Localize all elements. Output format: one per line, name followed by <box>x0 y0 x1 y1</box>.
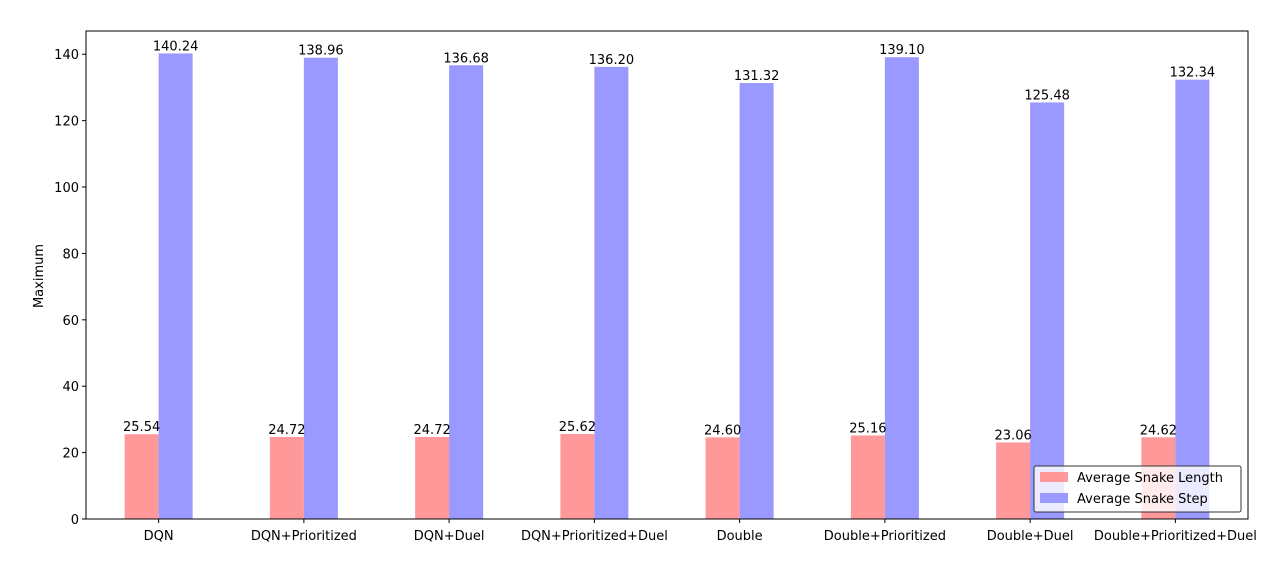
data-label-step-6: 125.48 <box>1024 88 1070 103</box>
bar-step-0 <box>159 53 193 519</box>
bar-step-2 <box>449 65 483 519</box>
bar-length-2 <box>415 437 449 519</box>
bar-length-5 <box>851 435 885 519</box>
y-tick-label: 60 <box>62 314 79 329</box>
bar-step-3 <box>594 67 628 519</box>
y-tick-label: 80 <box>62 247 79 262</box>
bar-length-4 <box>706 437 740 519</box>
x-tick-label: DQN+Duel <box>414 529 485 544</box>
x-tick-label: Double <box>717 529 763 544</box>
data-label-length-2: 24.72 <box>414 423 451 438</box>
y-tick-label: 140 <box>54 48 79 63</box>
legend-swatch-0 <box>1040 472 1068 482</box>
x-tick-label: Double+Prioritized+Duel <box>1094 529 1257 544</box>
data-label-length-4: 24.60 <box>704 423 741 438</box>
x-tick-label: DQN <box>144 529 174 544</box>
data-label-length-0: 25.54 <box>123 420 160 435</box>
data-label-step-4: 131.32 <box>734 69 780 84</box>
y-tick-label: 0 <box>71 513 79 528</box>
x-tick-label: DQN+Prioritized <box>251 529 357 544</box>
data-label-length-5: 25.16 <box>849 421 886 436</box>
legend-label-0: Average Snake Length <box>1077 471 1223 486</box>
data-label-length-6: 23.06 <box>995 428 1032 443</box>
bar-step-7 <box>1175 80 1209 519</box>
data-label-step-7: 132.34 <box>1170 66 1216 81</box>
y-tick-label: 20 <box>62 447 79 462</box>
data-label-step-0: 140.24 <box>153 39 199 54</box>
bar-step-5 <box>885 57 919 519</box>
legend: Average Snake Length Average Snake Step <box>1034 466 1241 512</box>
legend-swatch-1 <box>1040 493 1068 503</box>
bar-step-4 <box>740 83 774 519</box>
x-tick-label: DQN+Prioritized+Duel <box>521 529 668 544</box>
legend-label-1: Average Snake Step <box>1077 492 1208 507</box>
data-label-length-7: 24.62 <box>1140 423 1177 438</box>
y-axis-label: Maximum <box>32 244 47 308</box>
bar-length-3 <box>560 434 594 519</box>
y-tick-label: 120 <box>54 115 79 130</box>
bar-step-6 <box>1030 102 1064 519</box>
bar-length-1 <box>270 437 304 519</box>
y-tick-label: 40 <box>62 380 79 395</box>
x-tick-label: Double+Duel <box>987 529 1074 544</box>
data-label-step-5: 139.10 <box>879 43 925 58</box>
bar-step-1 <box>304 58 338 519</box>
y-tick-label: 100 <box>54 181 79 196</box>
bar-length-6 <box>996 442 1030 519</box>
data-label-step-3: 136.20 <box>589 53 635 68</box>
data-label-length-3: 25.62 <box>559 420 596 435</box>
plot-frame <box>86 31 1248 519</box>
data-label-length-1: 24.72 <box>268 423 305 438</box>
x-tick-label: Double+Prioritized <box>824 529 946 544</box>
data-label-step-1: 138.96 <box>298 44 344 59</box>
data-label-step-2: 136.68 <box>443 51 489 66</box>
bar-length-0 <box>125 434 159 519</box>
